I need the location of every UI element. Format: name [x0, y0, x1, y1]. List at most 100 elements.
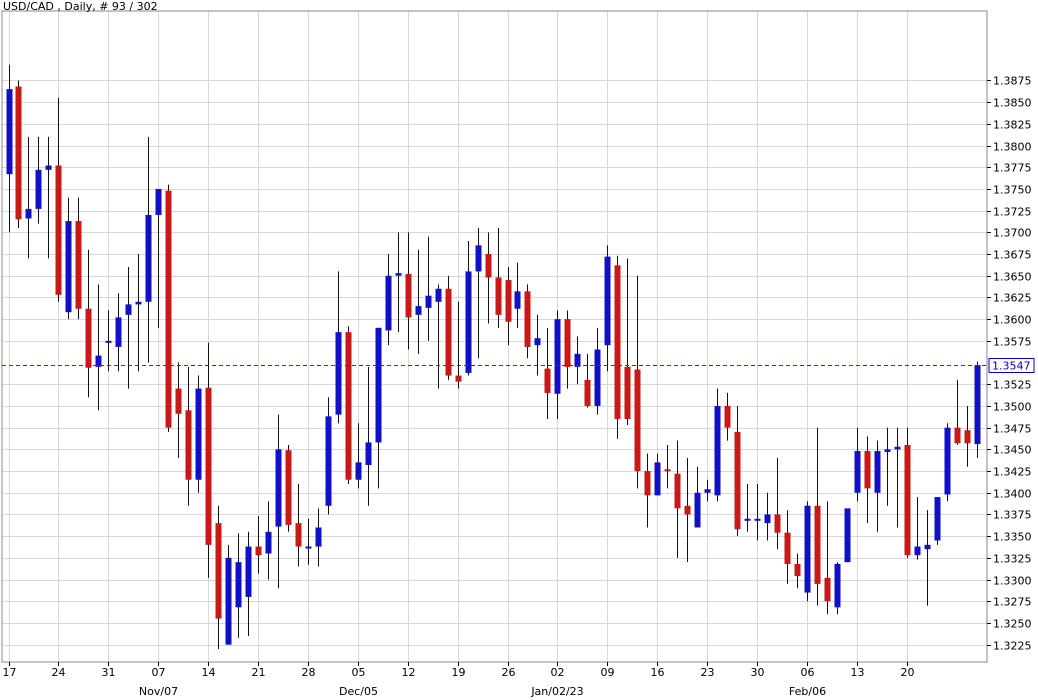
candle-body-down — [345, 332, 352, 480]
x-month-label: Jan/02/23 — [530, 685, 583, 698]
candle-body-down — [215, 523, 222, 619]
candle-body-down — [185, 410, 192, 480]
x-tick-label: 17 — [3, 666, 17, 679]
candle-body-up — [275, 449, 282, 527]
candle-body-up — [435, 288, 442, 302]
x-tick-label: 05 — [352, 666, 366, 679]
candle-body-up — [375, 327, 382, 443]
x-tick-label: 12 — [402, 666, 416, 679]
candle-body-down — [505, 280, 512, 322]
candle-body-up — [854, 451, 861, 493]
candle-body-up — [65, 221, 72, 313]
x-tick-label: 20 — [901, 666, 915, 679]
y-tick-label: 1.3225 — [993, 640, 1032, 653]
candle-body-down — [544, 368, 551, 393]
candle-body-up — [475, 245, 482, 272]
chart-title: USD/CAD , Daily, # 93 / 302 — [3, 0, 158, 13]
candle-body-up — [115, 317, 122, 347]
candle-body-up — [365, 442, 372, 465]
candle-body-down — [564, 319, 571, 367]
last-price-box — [988, 358, 1035, 373]
y-tick-label: 1.3800 — [993, 141, 1032, 154]
candle-body-down — [724, 405, 731, 428]
x-tick-label: 19 — [452, 666, 466, 679]
y-tick-label: 1.3275 — [993, 596, 1032, 609]
candle-body-up — [155, 188, 162, 215]
candle-body-up — [834, 563, 841, 608]
candle-body-up — [594, 349, 601, 406]
y-tick-label: 1.3250 — [993, 618, 1032, 631]
plot-frame — [1, 10, 988, 663]
candle-body-up — [894, 446, 901, 450]
candle-body-down — [55, 165, 62, 295]
candle-body-down — [794, 563, 801, 577]
candle-body-down — [455, 375, 462, 382]
candle-body-up — [45, 165, 52, 170]
candle-body-down — [674, 473, 681, 509]
candle-body-up — [754, 518, 761, 521]
candle-body-up — [844, 508, 851, 563]
y-tick-label: 1.3450 — [993, 444, 1032, 457]
last-price-marker: 1.3547 — [988, 358, 1035, 373]
candle-body-up — [654, 462, 661, 496]
candle-body-down — [684, 505, 691, 515]
y-tick-label: 1.3425 — [993, 466, 1032, 479]
x-tick-label: 16 — [651, 666, 665, 679]
candle-body-up — [764, 514, 771, 524]
candle-body-up — [335, 332, 342, 415]
candle-body-down — [644, 471, 651, 496]
y-tick-label: 1.3775 — [993, 162, 1032, 175]
candle-body-down — [864, 451, 871, 489]
candle-body-up — [554, 319, 561, 394]
candle-body-down — [75, 221, 82, 309]
y-tick-label: 1.3700 — [993, 227, 1032, 240]
y-tick-label: 1.3650 — [993, 271, 1032, 284]
candle-body-down — [524, 291, 531, 347]
candle-body-up — [105, 340, 112, 343]
candle-body-up — [744, 518, 751, 521]
candle-body-up — [944, 427, 951, 495]
x-tick-label: 13 — [851, 666, 865, 679]
candle-body-up — [315, 527, 322, 547]
candle-body-down — [634, 369, 641, 472]
candle-body-down — [495, 277, 502, 315]
candle-body-down — [85, 308, 92, 368]
y-tick-label: 1.3525 — [993, 379, 1032, 392]
candle-body-up — [874, 451, 881, 493]
candle-body-down — [445, 288, 452, 376]
y-tick-label: 1.3600 — [993, 314, 1032, 327]
candle-body-down — [774, 514, 781, 533]
candle-body-down — [285, 450, 292, 525]
candle-body-down — [15, 86, 22, 220]
x-tick-label: 24 — [52, 666, 66, 679]
candle-body-up — [6, 89, 13, 175]
x-tick-label: 21 — [252, 666, 266, 679]
candle-body-up — [95, 355, 102, 367]
candle-body-down — [485, 254, 492, 278]
candle-body-up — [235, 562, 242, 608]
candle-body-down — [584, 379, 591, 406]
candle-body-down — [175, 388, 182, 414]
x-month-label: Nov/07 — [139, 685, 178, 698]
y-axis: 1.3875 1.3850 1.3825 1.3800 1.3775 1.3750 1.37… — [987, 75, 1032, 653]
x-tick-label: 02 — [551, 666, 565, 679]
x-tick-label: 28 — [302, 666, 316, 679]
x-month-label: Feb/06 — [789, 685, 826, 698]
x-tick-label: 31 — [102, 666, 116, 679]
x-axis: 17 24 31 07 14 21 28 05 12 19 26 02 09 16 23 30 06 13 20 No… — [3, 662, 915, 698]
x-month-label: Dec/05 — [339, 685, 378, 698]
x-tick-label: 06 — [801, 666, 815, 679]
candle-body-up — [974, 365, 981, 445]
y-tick-label: 1.3625 — [993, 292, 1032, 305]
candle-body-up — [465, 271, 472, 373]
candle-layer — [6, 64, 981, 649]
candle-body-up — [35, 169, 42, 209]
x-tick-label: 09 — [601, 666, 615, 679]
candle-body-up — [714, 405, 721, 496]
candle-body-up — [145, 214, 152, 302]
candle-body-up — [884, 449, 891, 452]
candle-body-down — [904, 445, 911, 556]
y-tick-label: 1.3875 — [993, 75, 1032, 88]
